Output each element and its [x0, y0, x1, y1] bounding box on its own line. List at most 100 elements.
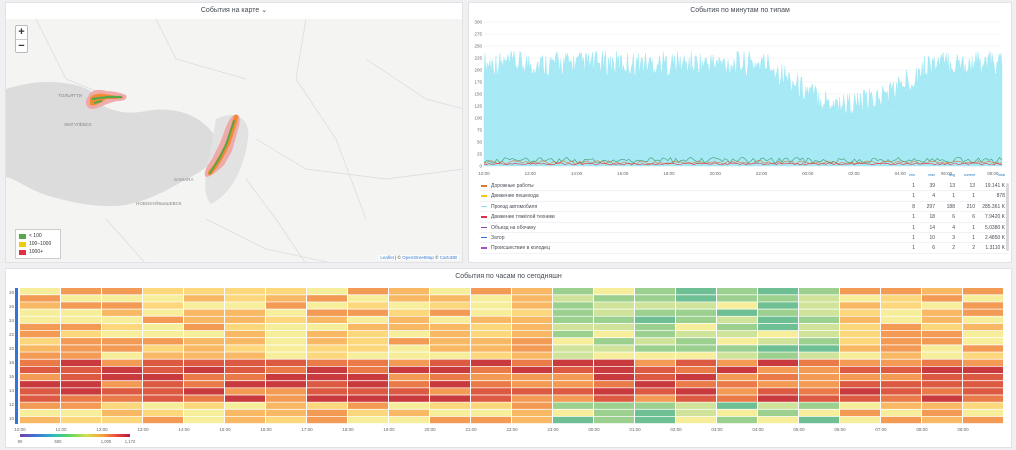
- heatmap-cell[interactable]: [512, 409, 552, 417]
- heatmap-cell[interactable]: [799, 416, 839, 424]
- heatmap-cell[interactable]: [840, 288, 880, 295]
- heatmap-cell[interactable]: [799, 388, 839, 395]
- heatmap-cell[interactable]: [717, 416, 757, 424]
- heatmap-cell[interactable]: [553, 388, 593, 395]
- heatmap-cell[interactable]: [799, 409, 839, 417]
- heatmap-cell[interactable]: [512, 330, 552, 338]
- heatmap-cell[interactable]: [389, 359, 429, 366]
- heatmap-cell[interactable]: [20, 345, 60, 352]
- heatmap-cell[interactable]: [184, 345, 224, 352]
- series-name[interactable]: Объезд на обочину: [491, 224, 536, 231]
- heatmap-cell[interactable]: [20, 330, 60, 338]
- heatmap-cell[interactable]: [430, 288, 470, 295]
- zoom-in-button[interactable]: +: [18, 26, 25, 38]
- heatmap-cell[interactable]: [635, 366, 675, 374]
- heatmap-cell[interactable]: [922, 316, 962, 323]
- heatmap-cell[interactable]: [102, 416, 142, 424]
- heatmap-cell[interactable]: [553, 366, 593, 374]
- heatmap-cell[interactable]: [676, 323, 716, 331]
- heatmap-cell[interactable]: [635, 388, 675, 395]
- heatmap-cell[interactable]: [635, 345, 675, 352]
- heatmap-cell[interactable]: [881, 302, 921, 309]
- heatmap-cell[interactable]: [348, 323, 388, 331]
- heatmap-cell[interactable]: [676, 388, 716, 395]
- heatmap-cell[interactable]: [307, 295, 347, 302]
- heatmap-cell[interactable]: [676, 373, 716, 381]
- heatmap-cell[interactable]: [348, 359, 388, 366]
- heatmap-cell[interactable]: [389, 295, 429, 302]
- legend-series-row[interactable]: Движение пешехода 1 4 1 1 878: [479, 191, 1009, 202]
- heatmap-cell[interactable]: [20, 381, 60, 388]
- heatmap-cell[interactable]: [717, 316, 757, 323]
- heatmap-cell[interactable]: [225, 352, 265, 359]
- heatmap-cell[interactable]: [840, 323, 880, 331]
- heatmap-panel-title[interactable]: События по часам по сегодняшн: [455, 273, 562, 280]
- heatmap-cell[interactable]: [20, 388, 60, 395]
- heatmap-cell[interactable]: [922, 295, 962, 302]
- heatmap-cell[interactable]: [717, 323, 757, 331]
- heatmap-cell[interactable]: [430, 381, 470, 388]
- heatmap-cell[interactable]: [717, 338, 757, 345]
- heatmap-cell[interactable]: [20, 288, 60, 295]
- heatmap-cell[interactable]: [389, 330, 429, 338]
- heatmap-cell[interactable]: [471, 416, 511, 424]
- heatmap-cell[interactable]: [676, 288, 716, 295]
- heatmap-cell[interactable]: [512, 316, 552, 323]
- heatmap-cell[interactable]: [594, 359, 634, 366]
- heatmap-cell[interactable]: [20, 366, 60, 374]
- heatmap-cell[interactable]: [143, 381, 183, 388]
- heatmap-cell[interactable]: [348, 373, 388, 381]
- heatmap-cell[interactable]: [840, 302, 880, 309]
- heatmap-cell[interactable]: [553, 345, 593, 352]
- heatmap-cell[interactable]: [758, 338, 798, 345]
- heatmap-cell[interactable]: [594, 416, 634, 424]
- heatmap-cell[interactable]: [635, 309, 675, 316]
- heatmap-cell[interactable]: [758, 373, 798, 381]
- heatmap-cell[interactable]: [348, 352, 388, 359]
- heatmap-cell[interactable]: [963, 316, 1003, 323]
- heatmap-cell[interactable]: [389, 323, 429, 331]
- timeseries-panel-title[interactable]: События по минутам по типам: [690, 7, 790, 14]
- heatmap-cell[interactable]: [61, 373, 101, 381]
- heatmap-cell[interactable]: [963, 366, 1003, 374]
- heatmap-cell[interactable]: [840, 309, 880, 316]
- heatmap-cell[interactable]: [266, 381, 306, 388]
- heatmap-cell[interactable]: [635, 416, 675, 424]
- heatmap-cell[interactable]: [717, 395, 757, 402]
- heatmap-cell[interactable]: [758, 416, 798, 424]
- heatmap-cell[interactable]: [61, 388, 101, 395]
- heatmap-cell[interactable]: [143, 330, 183, 338]
- heatmap-cell[interactable]: [143, 359, 183, 366]
- legend-header-min[interactable]: min: [909, 173, 915, 177]
- legend-header-max[interactable]: max: [928, 173, 935, 177]
- heatmap-cell[interactable]: [266, 366, 306, 374]
- heatmap-cell[interactable]: [20, 416, 60, 424]
- heatmap-cell[interactable]: [758, 409, 798, 417]
- heatmap-cell[interactable]: [553, 359, 593, 366]
- heatmap-cell[interactable]: [963, 330, 1003, 338]
- heatmap-cell[interactable]: [553, 338, 593, 345]
- heatmap-cell[interactable]: [840, 316, 880, 323]
- heatmap-cell[interactable]: [266, 388, 306, 395]
- heatmap-cell[interactable]: [348, 409, 388, 417]
- heatmap-cell[interactable]: [61, 416, 101, 424]
- heatmap-cell[interactable]: [676, 345, 716, 352]
- heatmap-cell[interactable]: [881, 338, 921, 345]
- heatmap-cell[interactable]: [348, 381, 388, 388]
- heatmap-cell[interactable]: [389, 338, 429, 345]
- heatmap-cell[interactable]: [594, 288, 634, 295]
- heatmap-cell[interactable]: [881, 309, 921, 316]
- heatmap-cell[interactable]: [717, 388, 757, 395]
- heatmap-cell[interactable]: [963, 338, 1003, 345]
- heatmap-cell[interactable]: [881, 395, 921, 402]
- heatmap-cell[interactable]: [922, 409, 962, 417]
- heatmap-cell[interactable]: [881, 409, 921, 417]
- heatmap-cell[interactable]: [184, 409, 224, 417]
- heatmap-cell[interactable]: [799, 338, 839, 345]
- heatmap-cell[interactable]: [307, 288, 347, 295]
- heatmap-cell[interactable]: [799, 395, 839, 402]
- heatmap-cell[interactable]: [430, 302, 470, 309]
- heatmap-cell[interactable]: [307, 388, 347, 395]
- heatmap-cell[interactable]: [389, 352, 429, 359]
- map-canvas[interactable]: · · · ТОЛЬЯТТИ SAMARA НОВОКУЙБЫШЕВСК ЖИГУЛ…: [6, 19, 463, 263]
